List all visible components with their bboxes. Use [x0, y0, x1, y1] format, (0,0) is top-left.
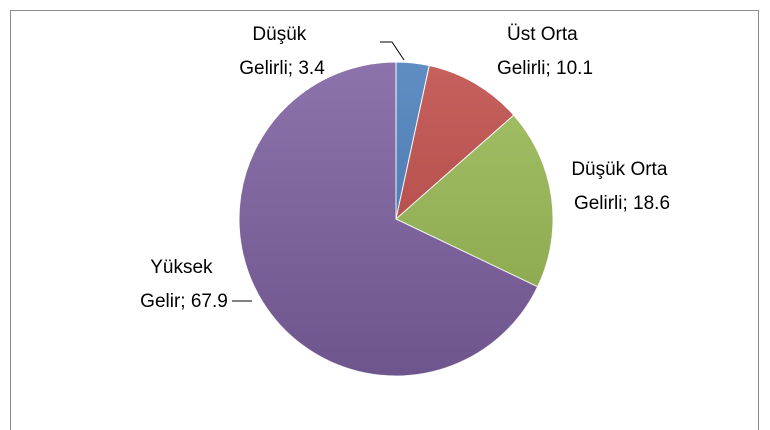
data-label: Düşük Gelirli; 3.4 [239, 24, 325, 79]
data-label-line: Gelir; 67.9 [140, 291, 228, 312]
data-label-line: Yüksek [150, 257, 218, 278]
leader-line [380, 41, 405, 61]
data-label-line: Üst Orta [507, 24, 583, 45]
data-label-line: Gelirli; 18.6 [574, 193, 670, 214]
data-label-line: Gelirli; 3.4 [239, 58, 325, 79]
data-label: Düşük Orta Gelirli; 18.6 [571, 159, 672, 214]
data-label: Yüksek Gelir; 67.9 [140, 257, 228, 312]
data-label-line: Gelirli; 10.1 [497, 58, 593, 79]
data-label-line: Düşük Orta [571, 159, 672, 180]
data-label: Üst Orta Gelirli; 10.1 [497, 24, 593, 79]
data-label-line: Düşük [252, 24, 311, 45]
